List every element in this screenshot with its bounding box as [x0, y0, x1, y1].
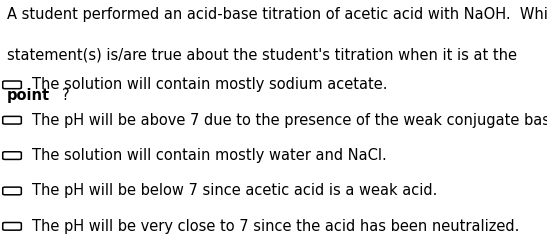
- Text: point: point: [7, 88, 50, 103]
- Text: The solution will contain mostly water and NaCl.: The solution will contain mostly water a…: [32, 148, 387, 163]
- Text: statement(s) is/are true about the student's titration when it is at the: statement(s) is/are true about the stude…: [7, 48, 521, 63]
- Text: The pH will be above 7 due to the presence of the weak conjugate base.: The pH will be above 7 due to the presen…: [32, 113, 547, 128]
- Text: The solution will contain mostly sodium acetate.: The solution will contain mostly sodium …: [32, 77, 387, 92]
- FancyBboxPatch shape: [3, 187, 21, 195]
- Text: The pH will be very close to 7 since the acid has been neutralized.: The pH will be very close to 7 since the…: [32, 219, 519, 234]
- FancyBboxPatch shape: [3, 223, 21, 230]
- Text: ?: ?: [62, 88, 70, 103]
- FancyBboxPatch shape: [3, 116, 21, 124]
- FancyBboxPatch shape: [3, 152, 21, 159]
- Text: The pH will be below 7 since acetic acid is a weak acid.: The pH will be below 7 since acetic acid…: [32, 184, 437, 198]
- FancyBboxPatch shape: [3, 81, 21, 89]
- Text: A student performed an acid-base titration of acetic acid with NaOH.  Which: A student performed an acid-base titrati…: [7, 7, 547, 22]
